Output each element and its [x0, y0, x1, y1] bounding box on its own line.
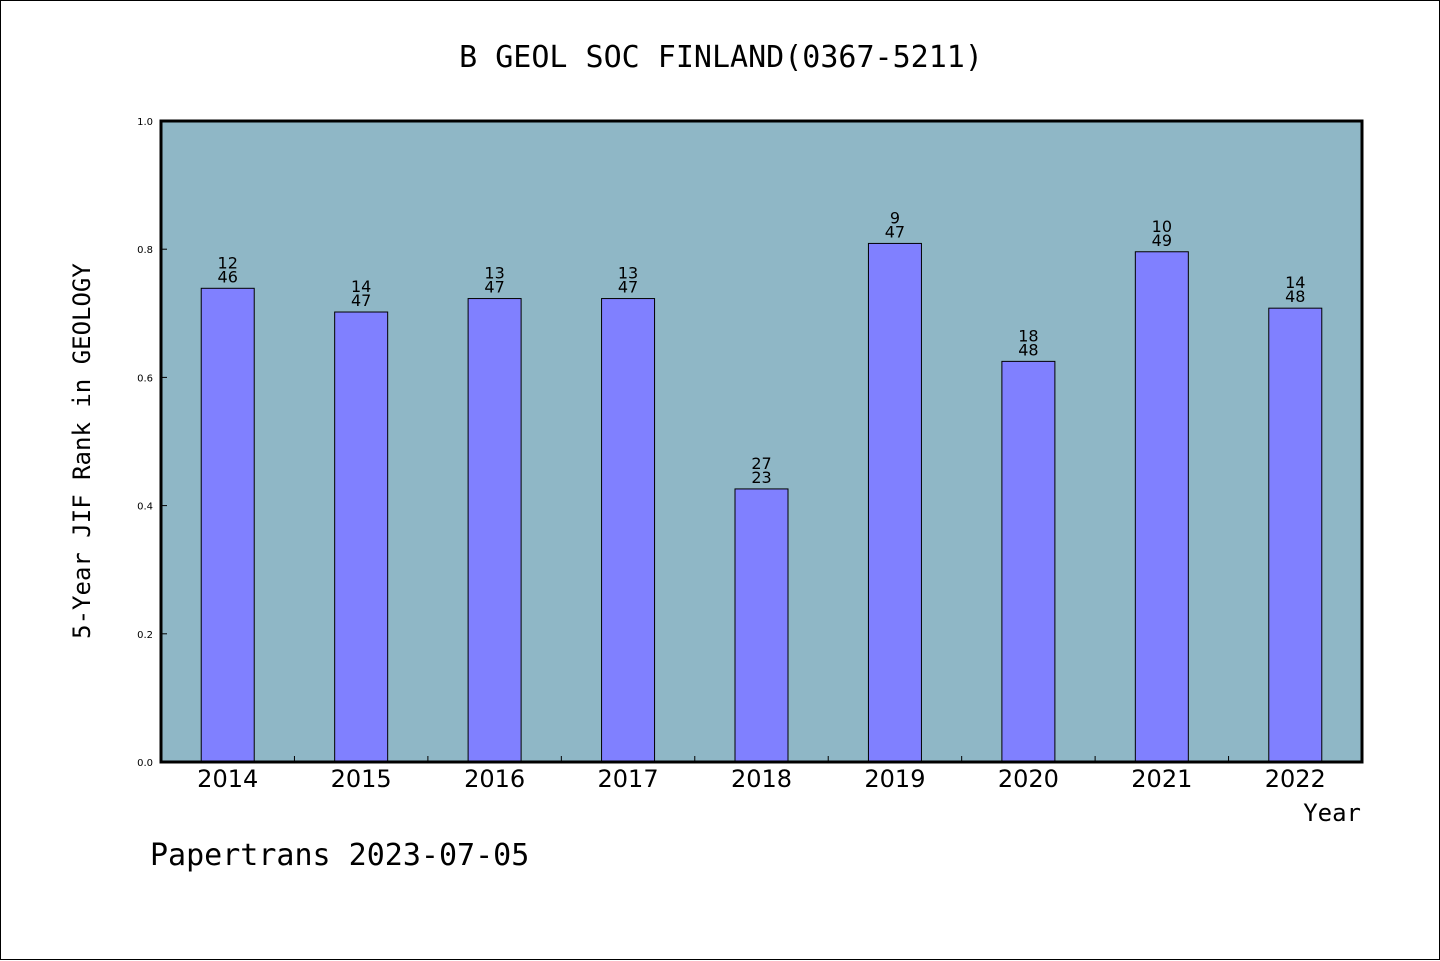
bar-label-top: 9	[890, 208, 900, 227]
bar-label-top: 14	[351, 277, 371, 296]
bar-2018	[734, 488, 789, 763]
y-tick-label: 1.0	[137, 117, 153, 128]
bar-label-top: 18	[1018, 326, 1038, 345]
bar-label-top: 27	[751, 454, 771, 473]
bar-label-bottom: 48	[1285, 287, 1305, 306]
x-tick-label: 2014	[197, 765, 258, 793]
bar-2017	[601, 298, 656, 763]
x-tick-label: 2020	[998, 765, 1059, 793]
x-tick-label: 2019	[864, 765, 925, 793]
bar-2014	[200, 287, 255, 763]
y-tick-label: 0.4	[137, 502, 153, 513]
bar-2015	[334, 311, 389, 763]
labels-layer: 0.00.20.40.60.81.02014124620151447201613…	[137, 117, 1326, 793]
plot-border	[159, 119, 1364, 764]
bar-2022	[1268, 307, 1323, 763]
bar-label-top: 12	[218, 253, 238, 272]
x-tick-label: 2022	[1265, 765, 1326, 793]
bar-label-bottom: 48	[1018, 340, 1038, 359]
y-axis-title: 5-Year JIF Rank in GEOLOGY	[68, 263, 96, 639]
bar-label-bottom: 47	[351, 291, 371, 310]
y-tick-label: 0.2	[137, 630, 153, 641]
x-tick-label: 2016	[464, 765, 525, 793]
footer-text: Papertrans 2023-07-05	[150, 838, 529, 873]
bar-label-top: 14	[1285, 273, 1305, 292]
bar-label-bottom: 23	[751, 468, 771, 487]
y-tick-label: 0.8	[137, 245, 153, 256]
bar-2016	[467, 298, 522, 763]
x-tick-label: 2017	[598, 765, 659, 793]
x-axis-title: Year	[1303, 799, 1361, 827]
bar-label-top: 13	[618, 264, 638, 283]
bar-label-top: 13	[484, 264, 504, 283]
bar-label-bottom: 46	[218, 267, 238, 286]
x-tick-label: 2018	[731, 765, 792, 793]
bars-layer	[200, 242, 1323, 763]
bar-label-bottom: 47	[484, 278, 504, 297]
bar-label-bottom: 47	[618, 278, 638, 297]
x-tick-label: 2021	[1131, 765, 1192, 793]
y-tick-label: 0.0	[137, 758, 153, 769]
bar-label-bottom: 49	[1152, 231, 1172, 250]
bar-2019	[867, 242, 922, 763]
x-tick-label: 2015	[331, 765, 392, 793]
y-tick-label: 0.6	[137, 373, 153, 384]
bar-label-bottom: 47	[885, 222, 905, 241]
bar-2021	[1134, 251, 1189, 763]
bar-2020	[1001, 360, 1056, 763]
chart-title: B GEOL SOC FINLAND(0367-5211)	[459, 40, 983, 75]
bar-label-top: 10	[1152, 217, 1172, 236]
